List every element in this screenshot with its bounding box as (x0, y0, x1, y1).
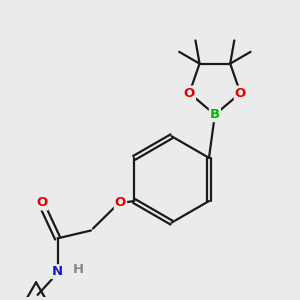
Text: O: O (115, 196, 126, 209)
Text: O: O (235, 87, 246, 100)
Text: O: O (184, 87, 195, 100)
Text: N: N (52, 265, 63, 278)
Text: H: H (73, 263, 84, 276)
Text: O: O (36, 196, 48, 209)
Text: B: B (210, 108, 220, 121)
